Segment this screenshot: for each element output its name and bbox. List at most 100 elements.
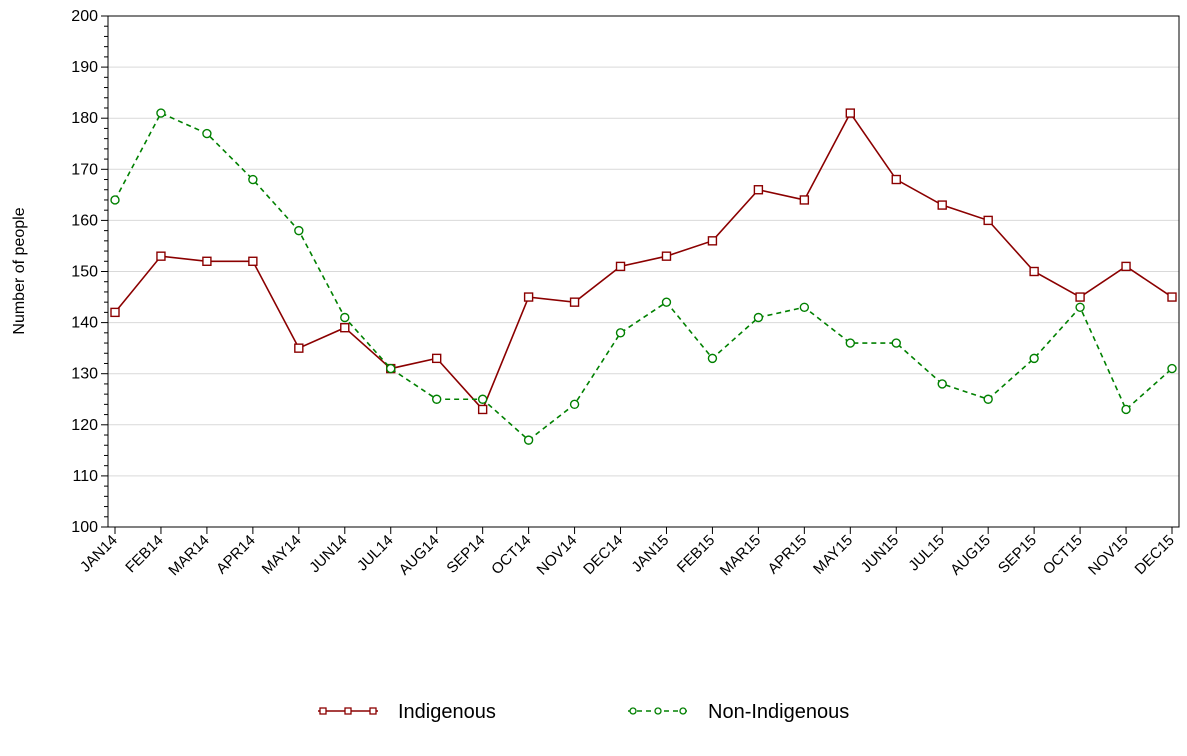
series-layer [110, 108, 1177, 445]
y-tick-label: 120 [71, 417, 98, 434]
x-tick-label: JUN14 [306, 532, 350, 576]
x-tick-label: MAY15 [810, 532, 856, 578]
x-tick-label: NOV15 [1085, 532, 1132, 579]
legend-item-non-indigenous: Non-Indigenous [628, 701, 849, 723]
data-point [156, 251, 166, 261]
y-axis-title: Number of people [11, 207, 28, 334]
legend-marker [369, 707, 377, 715]
data-point [799, 195, 810, 205]
data-point [983, 394, 993, 404]
data-point [1029, 353, 1039, 364]
data-point [202, 256, 212, 266]
data-point [340, 323, 350, 333]
data-point [661, 251, 672, 261]
data-point [753, 312, 764, 323]
x-tick-label: MAR14 [165, 532, 212, 579]
data-point [569, 399, 580, 410]
data-point [845, 108, 856, 118]
data-point [202, 128, 212, 139]
y-tick-label: 150 [71, 264, 98, 281]
data-point [1121, 261, 1131, 272]
data-point [477, 404, 488, 415]
x-tick-label: DEC15 [1132, 532, 1178, 578]
data-point [891, 174, 901, 185]
x-tick-label: AUG14 [396, 532, 443, 579]
x-tick-label: SEP15 [995, 532, 1040, 577]
legend: Indigenous Non-Indigenous [318, 701, 849, 723]
data-point [156, 108, 166, 118]
series-line [114, 112, 1173, 442]
x-tick-label: APR15 [765, 532, 811, 578]
x-tick-label: OCT14 [488, 532, 534, 578]
legend-marker [629, 707, 637, 715]
data-point [1075, 292, 1085, 302]
data-point [615, 328, 626, 338]
x-tick-label: OCT15 [1040, 532, 1086, 578]
data-point [615, 261, 626, 272]
data-point [1167, 363, 1177, 374]
x-tick-label: MAY14 [259, 532, 305, 578]
y-tick-label: 160 [71, 212, 98, 229]
x-tick-label: JUL15 [905, 532, 948, 575]
data-point [1029, 266, 1039, 277]
legend-marker [679, 707, 687, 715]
y-tick-label: 190 [71, 59, 98, 76]
y-tick-label: 170 [71, 161, 98, 178]
y-axis: 100 110 120 130 140 150 160 170 180 190 200 [71, 8, 108, 536]
y-tick-label: 130 [71, 366, 98, 383]
gridlines [108, 15, 1179, 477]
x-tick-label: AUG15 [947, 532, 994, 579]
x-tick-label: DEC14 [580, 532, 626, 578]
data-point [248, 256, 258, 266]
data-point [937, 200, 947, 210]
data-point [431, 394, 442, 404]
legend-label: Indigenous [398, 701, 496, 723]
x-tick-label: JAN14 [77, 532, 121, 576]
series-line [114, 111, 1173, 411]
data-point [1075, 302, 1085, 312]
x-tick-label: JUN15 [858, 532, 902, 576]
data-point [523, 292, 534, 302]
data-point [707, 236, 718, 246]
x-tick-label: MAR15 [717, 532, 764, 579]
legend-marker [319, 707, 327, 715]
data-point [661, 297, 672, 307]
data-point [569, 297, 580, 307]
legend-marker [654, 707, 662, 715]
legend-label: Non-Indigenous [708, 701, 849, 723]
data-point [110, 307, 120, 318]
x-tick-label: JAN15 [628, 532, 672, 576]
x-tick-label: APR14 [213, 532, 259, 578]
data-point [753, 185, 764, 195]
y-tick-label: 200 [71, 8, 98, 25]
series-non-indigenous [110, 108, 1177, 445]
legend-item-indigenous: Indigenous [318, 701, 496, 723]
y-tick-label: 110 [72, 468, 98, 485]
data-point [707, 353, 718, 364]
data-point [110, 195, 120, 205]
y-tick-label: 140 [71, 315, 98, 332]
data-point [294, 343, 304, 353]
y-tick-label: 180 [71, 110, 98, 127]
data-point [1121, 404, 1131, 415]
data-point [248, 174, 258, 185]
legend-marker [344, 707, 352, 715]
data-point [386, 363, 396, 374]
data-point [937, 379, 947, 389]
data-point [431, 353, 442, 364]
data-point [799, 302, 810, 312]
data-point [477, 394, 488, 404]
data-point [523, 435, 534, 445]
data-point [891, 338, 901, 348]
data-point [340, 312, 350, 323]
data-point [983, 215, 993, 226]
x-tick-label: JUL14 [354, 532, 397, 575]
x-tick-label: SEP14 [443, 532, 488, 577]
data-point [1167, 292, 1177, 302]
x-tick-label: NOV14 [534, 532, 581, 579]
y-tick-label: 100 [71, 519, 98, 536]
data-point [845, 338, 856, 348]
x-tick-label: FEB15 [674, 532, 718, 576]
